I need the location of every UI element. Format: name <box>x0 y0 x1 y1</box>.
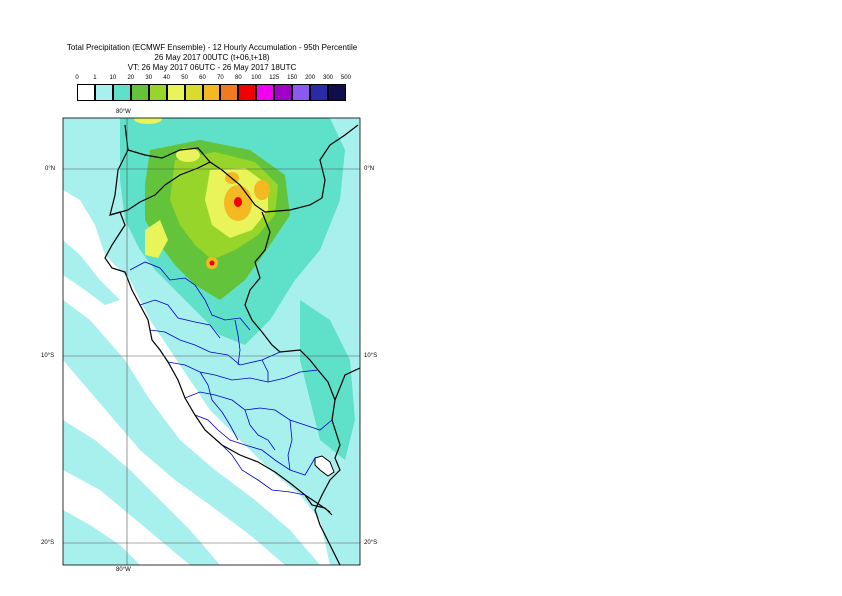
precip-red-core <box>234 197 242 207</box>
precip-light-band-4 <box>63 240 120 305</box>
legend-tick-label: 50 <box>181 75 188 81</box>
legend-swatch <box>94 84 113 101</box>
chart-title: Total Precipitation (ECMWF Ensemble) - 1… <box>0 43 424 73</box>
border-bolivia <box>334 367 360 401</box>
legend-tick-label: 0 <box>75 75 79 81</box>
legend-swatch <box>292 84 311 101</box>
precip-yellow-west <box>145 220 168 258</box>
lat-label-left-0: 0°N <box>45 166 56 172</box>
title-line-3: VT: 26 May 2017 06UTC - 26 May 2017 18UT… <box>127 63 297 72</box>
legend-swatch <box>220 84 239 101</box>
lon-label-bottom: 80°W <box>116 567 131 573</box>
lat-label-right-20s: 20°S <box>364 540 378 546</box>
lat-label-right-0: 0°N <box>364 166 375 172</box>
legend-tick-label: 100 <box>251 75 262 81</box>
border-colombia-brazil <box>319 124 359 199</box>
legend-swatch <box>184 84 203 101</box>
lat-label-right-10s: 10°S <box>364 353 378 359</box>
legend-swatch <box>256 84 275 101</box>
regional-borders <box>129 261 333 496</box>
legend-swatch <box>77 84 95 101</box>
legend-tick-label: 20 <box>127 75 135 81</box>
legend-swatch <box>238 84 257 101</box>
lake-titicaca <box>314 455 335 477</box>
legend-swatch <box>166 84 185 101</box>
border-peru-brazil <box>244 211 341 565</box>
title-line-1: Total Precipitation (ECMWF Ensemble) - 1… <box>66 43 358 52</box>
legend-tick-label: 80 <box>235 75 242 81</box>
legend-tick-label: 40 <box>163 75 170 81</box>
legend-tick-label: 125 <box>269 75 280 81</box>
legend-tick-label: 70 <box>217 75 224 81</box>
legend-swatch <box>202 84 221 101</box>
map-frame <box>62 117 361 566</box>
legend-swatch <box>148 84 167 101</box>
border-colombia-ecuador <box>127 147 323 213</box>
title-line-2: 26 May 2017 00UTC (t+06,t+18) <box>154 53 270 62</box>
border-chile <box>304 494 333 516</box>
legend-tick-label: 10 <box>109 75 117 81</box>
lat-label-left-20s: 20°S <box>41 540 55 546</box>
legend-swatch <box>112 84 131 101</box>
precip-red-core-2 <box>209 260 215 266</box>
precip-yellow-north <box>176 148 200 162</box>
legend-tick-label: 30 <box>145 75 153 81</box>
precip-light-band-2 <box>63 420 220 565</box>
legend-tick-label: 1 <box>93 75 97 81</box>
legend-swatch <box>130 84 149 101</box>
legend-tick-label: 150 <box>287 75 298 81</box>
lon-label-top: 80°W <box>116 109 131 115</box>
legend-tick-label: 500 <box>340 75 351 81</box>
lat-label-left-10s: 10°S <box>41 353 55 359</box>
precip-yellow-topleft <box>134 118 162 124</box>
precip-medium-east <box>300 300 355 460</box>
precip-orange-core-2 <box>254 180 270 200</box>
precip-light-band-3 <box>63 510 140 565</box>
legend-swatch <box>274 84 293 101</box>
legend-tick-label: 60 <box>199 75 206 81</box>
legend-tick-label: 300 <box>323 75 334 81</box>
legend-swatch <box>328 84 346 101</box>
legend-swatch <box>310 84 328 101</box>
color-legend: 0 1 10 20 30 40 50 60 70 80 100 125 150 200 300 500 <box>0 0 842 110</box>
legend-tick-label: 200 <box>305 75 316 81</box>
